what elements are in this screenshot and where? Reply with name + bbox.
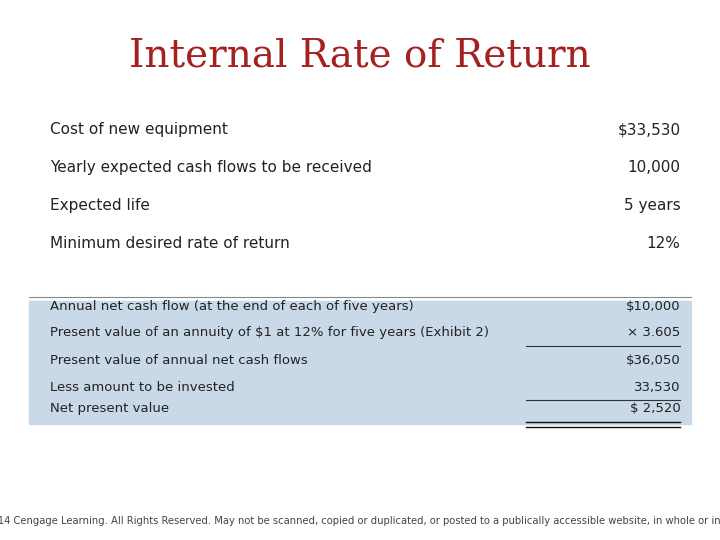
Text: Net present value: Net present value: [50, 402, 169, 415]
Text: Present value of annual net cash flows: Present value of annual net cash flows: [50, 354, 308, 367]
Text: 12%: 12%: [647, 235, 680, 251]
Text: Minimum desired rate of return: Minimum desired rate of return: [50, 235, 290, 251]
Text: 10,000: 10,000: [627, 160, 680, 175]
Text: Present value of an annuity of $1 at 12% for five years (Exhibit 2): Present value of an annuity of $1 at 12%…: [50, 326, 490, 339]
Text: Cost of new equipment: Cost of new equipment: [50, 122, 228, 137]
Text: Annual net cash flow (at the end of each of five years): Annual net cash flow (at the end of each…: [50, 300, 414, 313]
Text: 33,530: 33,530: [634, 381, 680, 394]
Text: Less amount to be invested: Less amount to be invested: [50, 381, 235, 394]
Text: $ 2,520: $ 2,520: [630, 402, 680, 415]
Text: × 3.605: × 3.605: [627, 326, 680, 339]
Text: 5 years: 5 years: [624, 198, 680, 213]
Text: $33,530: $33,530: [617, 122, 680, 137]
Text: Internal Rate of Return: Internal Rate of Return: [129, 38, 591, 75]
Text: Yearly expected cash flows to be received: Yearly expected cash flows to be receive…: [50, 160, 372, 175]
Text: $36,050: $36,050: [626, 354, 680, 367]
Text: © 2014 Cengage Learning. All Rights Reserved. May not be scanned, copied or dupl: © 2014 Cengage Learning. All Rights Rese…: [0, 516, 720, 526]
Text: $10,000: $10,000: [626, 300, 680, 313]
FancyBboxPatch shape: [29, 301, 691, 424]
Text: Expected life: Expected life: [50, 198, 150, 213]
